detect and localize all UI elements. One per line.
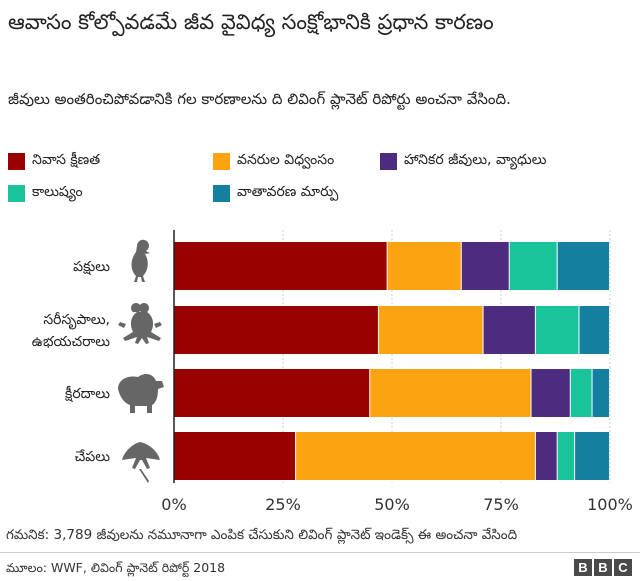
bar-segment (174, 369, 370, 417)
legend-item: హానికర జీవులు, వ్యాధులు (380, 152, 547, 171)
bar-segment (535, 306, 579, 354)
bar-segment (296, 432, 535, 480)
legend-label: వాతావరణ మార్పు (237, 184, 339, 200)
chart-legend: నివాస క్షీణత వనరుల విధ్వంసం హానికర జీవులు,… (8, 152, 638, 212)
bar-segment (509, 242, 557, 290)
page-title: ఆవాసం కోల్పోవడమే జీవ వైవిధ్య సంక్షోభానిక… (8, 10, 494, 34)
legend-label: వనరుల విధ్వంసం (237, 152, 335, 168)
chart-subtitle: జీవులు అంతరించిపోవడానికి గల కారణాలను ది … (8, 90, 511, 108)
bar-segment (579, 306, 609, 354)
bbc-logo: B B C (574, 559, 632, 576)
stacked-bar-chart: 0% 25% 50% 75% 100% పక్షులు సరీసృపాలు, ఉభయచరాలు… (32, 230, 633, 514)
bar-segment (370, 369, 531, 417)
bar-segment (531, 369, 570, 417)
legend-swatch (213, 153, 230, 170)
bar-segment (592, 369, 609, 417)
legend-item: వనరుల విధ్వంసం (213, 152, 334, 171)
x-tick-label: 75% (483, 495, 519, 514)
x-tick-label: 25% (265, 495, 301, 514)
bbc-logo-letter: C (614, 559, 632, 576)
bar-segment (535, 432, 557, 480)
bar-segment (461, 242, 509, 290)
legend-swatch (380, 153, 397, 170)
bar-segment (570, 369, 592, 417)
bird-icon (131, 239, 150, 282)
bar-segment (557, 432, 575, 480)
category-label: చేపలు (75, 449, 111, 465)
legend-label: హానికర జీవులు, వ్యాధులు (404, 152, 547, 168)
bar-segment (174, 432, 296, 480)
chart-footer: మూలం: WWF, లివింగ్ ప్లానెట్ రిపోర్ట్ 201… (0, 552, 640, 581)
category-label: పక్షులు (73, 259, 110, 275)
legend-item: కాలుష్యం (8, 184, 83, 203)
bbc-logo-letter: B (594, 559, 612, 576)
legend-swatch (213, 185, 230, 202)
frog-icon (118, 303, 162, 344)
legend-item: నివాస క్షీణత (8, 152, 100, 171)
category-label: క్షీరదాలు (65, 385, 110, 402)
bar-segment (378, 306, 483, 354)
bar-segment (174, 242, 387, 290)
category-label: సరీసృపాలు, (43, 312, 110, 330)
chart-note: గమనిక: 3,789 జీవులను నమూనాగా ఎంపిక చేసుక… (6, 527, 518, 543)
ray-icon (122, 442, 160, 483)
bar-segment (174, 306, 378, 354)
bar-segment (575, 432, 609, 480)
legend-swatch (8, 153, 25, 170)
bear-icon (118, 374, 164, 413)
x-tick-label: 100% (587, 495, 633, 514)
legend-label: నివాస క్షీణత (32, 152, 101, 168)
bbc-logo-letter: B (574, 559, 592, 576)
x-tick-label: 50% (374, 495, 410, 514)
x-tick-label: 0% (161, 495, 186, 514)
legend-item: వాతావరణ మార్పు (213, 184, 338, 203)
bar-segment (557, 242, 609, 290)
source-text: మూలం: WWF, లివింగ్ ప్లానెట్ రిపోర్ట్ 201… (6, 560, 226, 575)
bar-segment (387, 242, 461, 290)
bar-segment (483, 306, 535, 354)
legend-swatch (8, 185, 25, 202)
legend-label: కాలుష్యం (32, 184, 83, 200)
category-label: ఉభయచరాలు (32, 334, 110, 350)
